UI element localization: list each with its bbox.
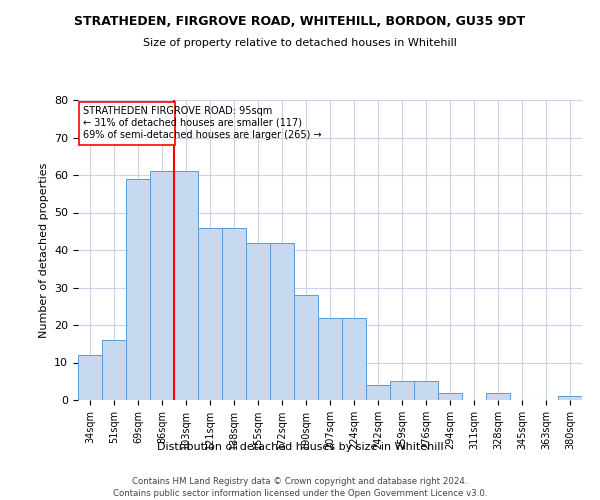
Text: Contains public sector information licensed under the Open Government Licence v3: Contains public sector information licen… [113,489,487,498]
Bar [102,340,126,400]
Bar [342,318,366,400]
Bar [558,396,582,400]
Bar [318,318,342,400]
Text: STRATHEDEN FIRGROVE ROAD: 95sqm: STRATHEDEN FIRGROVE ROAD: 95sqm [83,106,272,116]
Bar [174,171,198,400]
Bar [294,295,318,400]
Bar [78,355,102,400]
Bar [126,179,150,400]
Bar [486,392,510,400]
Bar [366,385,390,400]
Text: Contains HM Land Registry data © Crown copyright and database right 2024.: Contains HM Land Registry data © Crown c… [132,478,468,486]
Bar [438,392,462,400]
Bar [222,228,246,400]
Text: 69% of semi-detached houses are larger (265) →: 69% of semi-detached houses are larger (… [83,130,322,140]
FancyBboxPatch shape [79,102,175,145]
Text: Distribution of detached houses by size in Whitehill: Distribution of detached houses by size … [157,442,443,452]
Text: STRATHEDEN, FIRGROVE ROAD, WHITEHILL, BORDON, GU35 9DT: STRATHEDEN, FIRGROVE ROAD, WHITEHILL, BO… [74,15,526,28]
Bar [270,242,294,400]
Bar [198,228,222,400]
Bar [246,242,270,400]
Y-axis label: Number of detached properties: Number of detached properties [38,162,49,338]
Bar [150,171,174,400]
Bar [390,381,414,400]
Text: Size of property relative to detached houses in Whitehill: Size of property relative to detached ho… [143,38,457,48]
Bar [414,381,438,400]
Text: ← 31% of detached houses are smaller (117): ← 31% of detached houses are smaller (11… [83,118,302,128]
